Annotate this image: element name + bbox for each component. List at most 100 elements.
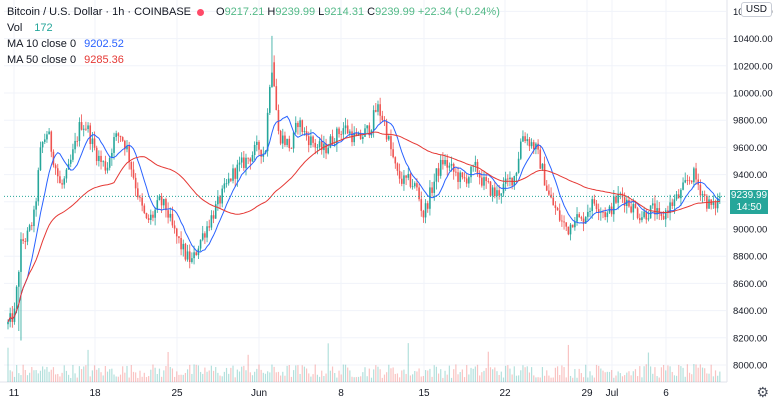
x-tick-label: 8 (338, 388, 344, 399)
candle-body (526, 139, 529, 142)
candle-body (249, 158, 252, 162)
ma50-label: MA 50 close 0 (7, 54, 77, 66)
candle-body (647, 218, 650, 220)
volume-bar (290, 376, 293, 382)
volume-bar (650, 366, 652, 382)
volume-bar (654, 367, 656, 382)
candle-body (643, 211, 645, 218)
candle-body (145, 212, 148, 219)
ma50-row[interactable]: MA 50 close 0 9285.36 (7, 52, 500, 68)
candle-body (290, 147, 293, 149)
candle-body (563, 221, 565, 223)
volume-bar (427, 370, 429, 382)
candle-body (567, 226, 570, 235)
candle-body (461, 172, 464, 178)
y-tick-label: 10400.00 (733, 34, 773, 45)
volume-bar (442, 377, 444, 382)
candle-body (613, 196, 615, 215)
symbol-title[interactable]: Bitcoin / U.S. Dollar · 1h · COINBASE (7, 6, 191, 18)
candle-body (338, 128, 340, 135)
candle-body (690, 180, 693, 183)
candle-body (552, 197, 555, 206)
volume-bar (593, 377, 595, 382)
volume-row[interactable]: Vol 172 (7, 20, 500, 36)
volume-bar (174, 376, 176, 382)
volume-bar (334, 373, 336, 382)
volume-bar (403, 369, 405, 382)
candle-body (85, 128, 87, 130)
candle-body (184, 243, 187, 260)
volume-bar (370, 377, 373, 382)
volume-bar (312, 374, 314, 382)
candle-body (165, 199, 167, 211)
volume-bar (327, 343, 329, 382)
volume-bar (42, 366, 44, 382)
volume-bar (171, 368, 174, 382)
candle-body (587, 211, 589, 217)
candle-body (111, 152, 113, 158)
ma50-line (7, 131, 720, 323)
volume-bar (667, 365, 669, 382)
volume-bar (109, 369, 111, 382)
volume-bar (295, 365, 297, 382)
volume-bar (163, 370, 165, 382)
volume-bar (206, 371, 208, 382)
volume-bar (20, 375, 22, 382)
candle-body (496, 190, 498, 197)
volume-bar (712, 376, 714, 382)
volume-bar (662, 365, 665, 382)
volume-bar (260, 369, 262, 382)
candle-body (621, 193, 624, 198)
gear-icon[interactable]: ⚙ (756, 384, 769, 400)
currency-button[interactable]: USD (740, 2, 772, 17)
volume-bar (230, 367, 232, 382)
candle-body (150, 214, 152, 220)
volume-bar (639, 366, 641, 382)
candle-body (682, 182, 684, 190)
candle-body (245, 157, 247, 168)
candle-body (54, 165, 57, 169)
volume-bar (273, 366, 275, 382)
candle-body (128, 145, 130, 163)
volume-bar (634, 369, 637, 382)
volume-bar (288, 365, 290, 382)
volume-bar (680, 366, 682, 382)
volume-bar (44, 369, 46, 382)
ma10-row[interactable]: MA 10 close 0 9202.52 (7, 36, 500, 52)
candle-body (366, 125, 368, 129)
candle-body (115, 133, 117, 138)
candle-body (253, 144, 256, 156)
volume-bar (673, 375, 675, 382)
candle-body (403, 175, 405, 184)
candle-body (543, 163, 546, 186)
volume-bar (256, 368, 258, 382)
candle-body (106, 167, 109, 171)
candle-body (258, 141, 260, 150)
candle-body (143, 205, 146, 213)
candle-body (234, 168, 236, 179)
candle-body (297, 122, 299, 128)
volume-bar (693, 364, 695, 382)
volume-bar (626, 372, 628, 382)
volume-bar (210, 365, 212, 382)
x-tick-label: Jun (251, 388, 267, 399)
volume-bar (191, 373, 193, 382)
candle-body (344, 125, 347, 129)
candle-body (28, 225, 31, 231)
candle-body (487, 181, 490, 182)
volume-bar (414, 371, 416, 382)
candle-body (597, 209, 600, 213)
volume-bar (598, 365, 600, 382)
volume-bar (223, 371, 225, 382)
volume-bar (217, 372, 219, 382)
volume-bar (582, 377, 585, 382)
candle-body (435, 168, 438, 182)
volume-bar (135, 372, 137, 382)
volume-bar (541, 367, 544, 382)
volume-bar (522, 365, 524, 382)
volume-bar (176, 371, 178, 382)
volume-bar (269, 372, 271, 382)
candle-body (162, 199, 165, 206)
candle-body (411, 186, 414, 188)
